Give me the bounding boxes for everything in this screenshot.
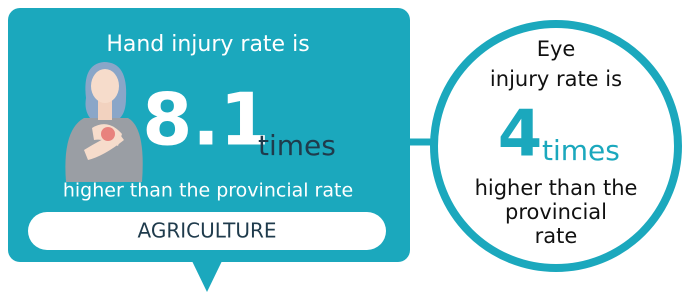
panel-pointer [192, 261, 222, 292]
eye-caption: provincial [505, 200, 607, 224]
hand-caption: higher than the provincial rate [63, 180, 353, 202]
hand-unit: times [258, 129, 336, 162]
hand-title: Hand injury rate is [106, 32, 309, 57]
eye-multiplier: 4 [498, 98, 543, 172]
infographic: Hand injury rate is 8.1 times higher tha… [0, 0, 684, 294]
eye-unit: times [542, 134, 620, 167]
sector-label: AGRICULTURE [137, 219, 276, 243]
eye-caption: higher than the [475, 176, 638, 200]
eye-title: Eye [537, 37, 576, 61]
eye-caption: rate [535, 224, 578, 248]
hand-multiplier: 8.1 [142, 78, 270, 162]
eye-title: injury rate is [490, 67, 622, 91]
